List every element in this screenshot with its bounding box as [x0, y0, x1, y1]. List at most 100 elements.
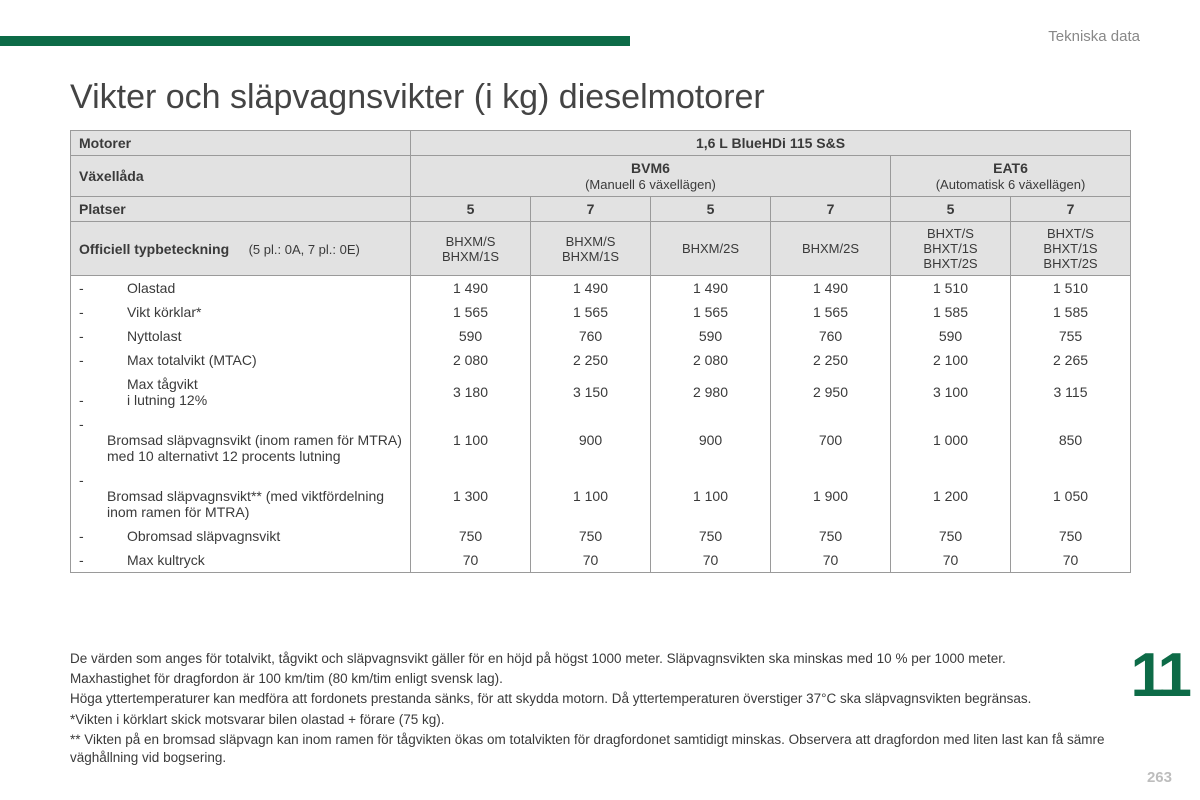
- th-gearbox-1: EAT6 (Automatisk 6 växellägen): [891, 156, 1131, 197]
- cell-value: 1 585: [1011, 300, 1131, 324]
- note: *Vikten i körklart skick motsvarar bilen…: [70, 711, 1110, 729]
- cell-value: 750: [411, 524, 531, 548]
- cell-value: 1 585: [891, 300, 1011, 324]
- th-code: BHXT/S BHXT/1S BHXT/2S: [1011, 222, 1131, 276]
- row-label: -Nyttolast: [71, 324, 411, 348]
- cell-value: 900: [651, 412, 771, 468]
- cell-value: 1 490: [531, 276, 651, 301]
- cell-value: 3 100: [891, 372, 1011, 412]
- gearbox-sub: (Manuell 6 växellägen): [585, 177, 716, 192]
- cell-value: 70: [411, 548, 531, 573]
- cell-value: 755: [1011, 324, 1131, 348]
- cell-value: 70: [531, 548, 651, 573]
- th-motorer: Motorer: [71, 131, 411, 156]
- section-label: Tekniska data: [1048, 28, 1140, 45]
- row-label: -Bromsad släpvagnsvikt (inom ramen för M…: [71, 412, 411, 468]
- typedes-note: (5 pl.: 0A, 7 pl.: 0E): [249, 242, 360, 257]
- cell-value: 3 115: [1011, 372, 1131, 412]
- th-seat: 5: [411, 197, 531, 222]
- cell-value: 1 200: [891, 468, 1011, 524]
- cell-value: 2 265: [1011, 348, 1131, 372]
- cell-value: 900: [531, 412, 651, 468]
- cell-value: 1 100: [651, 468, 771, 524]
- cell-value: 2 080: [411, 348, 531, 372]
- cell-value: 2 950: [771, 372, 891, 412]
- cell-value: 70: [771, 548, 891, 573]
- cell-value: 590: [891, 324, 1011, 348]
- cell-value: 2 080: [651, 348, 771, 372]
- cell-value: 1 490: [651, 276, 771, 301]
- row-label: -Max totalvikt (MTAC): [71, 348, 411, 372]
- cell-value: 1 050: [1011, 468, 1131, 524]
- cell-value: 760: [531, 324, 651, 348]
- th-code: BHXM/S BHXM/1S: [411, 222, 531, 276]
- cell-value: 750: [651, 524, 771, 548]
- cell-value: 1 565: [411, 300, 531, 324]
- accent-bar: [0, 36, 630, 46]
- cell-value: 700: [771, 412, 891, 468]
- cell-value: 590: [411, 324, 531, 348]
- row-label: -Vikt körklar*: [71, 300, 411, 324]
- row-label: -Olastad: [71, 276, 411, 301]
- row-label: -Bromsad släpvagnsvikt** (med viktfördel…: [71, 468, 411, 524]
- page-number: 263: [1147, 769, 1172, 786]
- note: ** Vikten på en bromsad släpvagn kan ino…: [70, 731, 1110, 767]
- th-code: BHXM/2S: [651, 222, 771, 276]
- cell-value: 1 100: [531, 468, 651, 524]
- cell-value: 1 565: [651, 300, 771, 324]
- gearbox-sub: (Automatisk 6 växellägen): [936, 177, 1086, 192]
- cell-value: 750: [891, 524, 1011, 548]
- cell-value: 3 150: [531, 372, 651, 412]
- th-code: BHXT/S BHXT/1S BHXT/2S: [891, 222, 1011, 276]
- th-seat: 5: [651, 197, 771, 222]
- cell-value: 1 490: [771, 276, 891, 301]
- chapter-number: 11: [1130, 640, 1188, 711]
- th-platser: Platser: [71, 197, 411, 222]
- th-seat: 5: [891, 197, 1011, 222]
- cell-value: 1 510: [1011, 276, 1131, 301]
- th-code: BHXM/S BHXM/1S: [531, 222, 651, 276]
- th-vaxellada: Växellåda: [71, 156, 411, 197]
- footnotes: De värden som anges för totalvikt, tågvi…: [70, 650, 1110, 769]
- cell-value: 3 180: [411, 372, 531, 412]
- cell-value: 850: [1011, 412, 1131, 468]
- page: Tekniska data Vikter och släpvagnsvikter…: [0, 0, 1200, 800]
- cell-value: 760: [771, 324, 891, 348]
- row-label: -Obromsad släpvagnsvikt: [71, 524, 411, 548]
- row-label: -Max kultryck: [71, 548, 411, 573]
- th-gearbox-0: BVM6 (Manuell 6 växellägen): [411, 156, 891, 197]
- cell-value: 1 565: [771, 300, 891, 324]
- cell-value: 750: [771, 524, 891, 548]
- note: Maxhastighet för dragfordon är 100 km/ti…: [70, 670, 1110, 688]
- cell-value: 2 100: [891, 348, 1011, 372]
- row-label: -Max tågvikt i lutning 12%: [71, 372, 411, 412]
- note: De värden som anges för totalvikt, tågvi…: [70, 650, 1110, 668]
- th-engine: 1,6 L BlueHDi 115 S&S: [411, 131, 1131, 156]
- th-seat: 7: [771, 197, 891, 222]
- gearbox-name: BVM6: [631, 160, 670, 176]
- cell-value: 2 980: [651, 372, 771, 412]
- th-seat: 7: [1011, 197, 1131, 222]
- th-code: BHXM/2S: [771, 222, 891, 276]
- cell-value: 1 490: [411, 276, 531, 301]
- cell-value: 70: [891, 548, 1011, 573]
- gearbox-name: EAT6: [993, 160, 1028, 176]
- cell-value: 70: [1011, 548, 1131, 573]
- th-typedes: Officiell typbeteckning (5 pl.: 0A, 7 pl…: [71, 222, 411, 276]
- cell-value: 590: [651, 324, 771, 348]
- note: Höga yttertemperaturer kan medföra att f…: [70, 690, 1110, 708]
- cell-value: 1 565: [531, 300, 651, 324]
- cell-value: 1 510: [891, 276, 1011, 301]
- cell-value: 2 250: [771, 348, 891, 372]
- cell-value: 1 100: [411, 412, 531, 468]
- typedes-label: Officiell typbeteckning: [79, 241, 229, 257]
- cell-value: 1 900: [771, 468, 891, 524]
- cell-value: 1 000: [891, 412, 1011, 468]
- cell-value: 750: [531, 524, 651, 548]
- cell-value: 70: [651, 548, 771, 573]
- cell-value: 1 300: [411, 468, 531, 524]
- page-title: Vikter och släpvagnsvikter (i kg) diesel…: [70, 78, 765, 117]
- cell-value: 750: [1011, 524, 1131, 548]
- weights-table: Motorer 1,6 L BlueHDi 115 S&S Växellåda …: [70, 130, 1130, 573]
- th-seat: 7: [531, 197, 651, 222]
